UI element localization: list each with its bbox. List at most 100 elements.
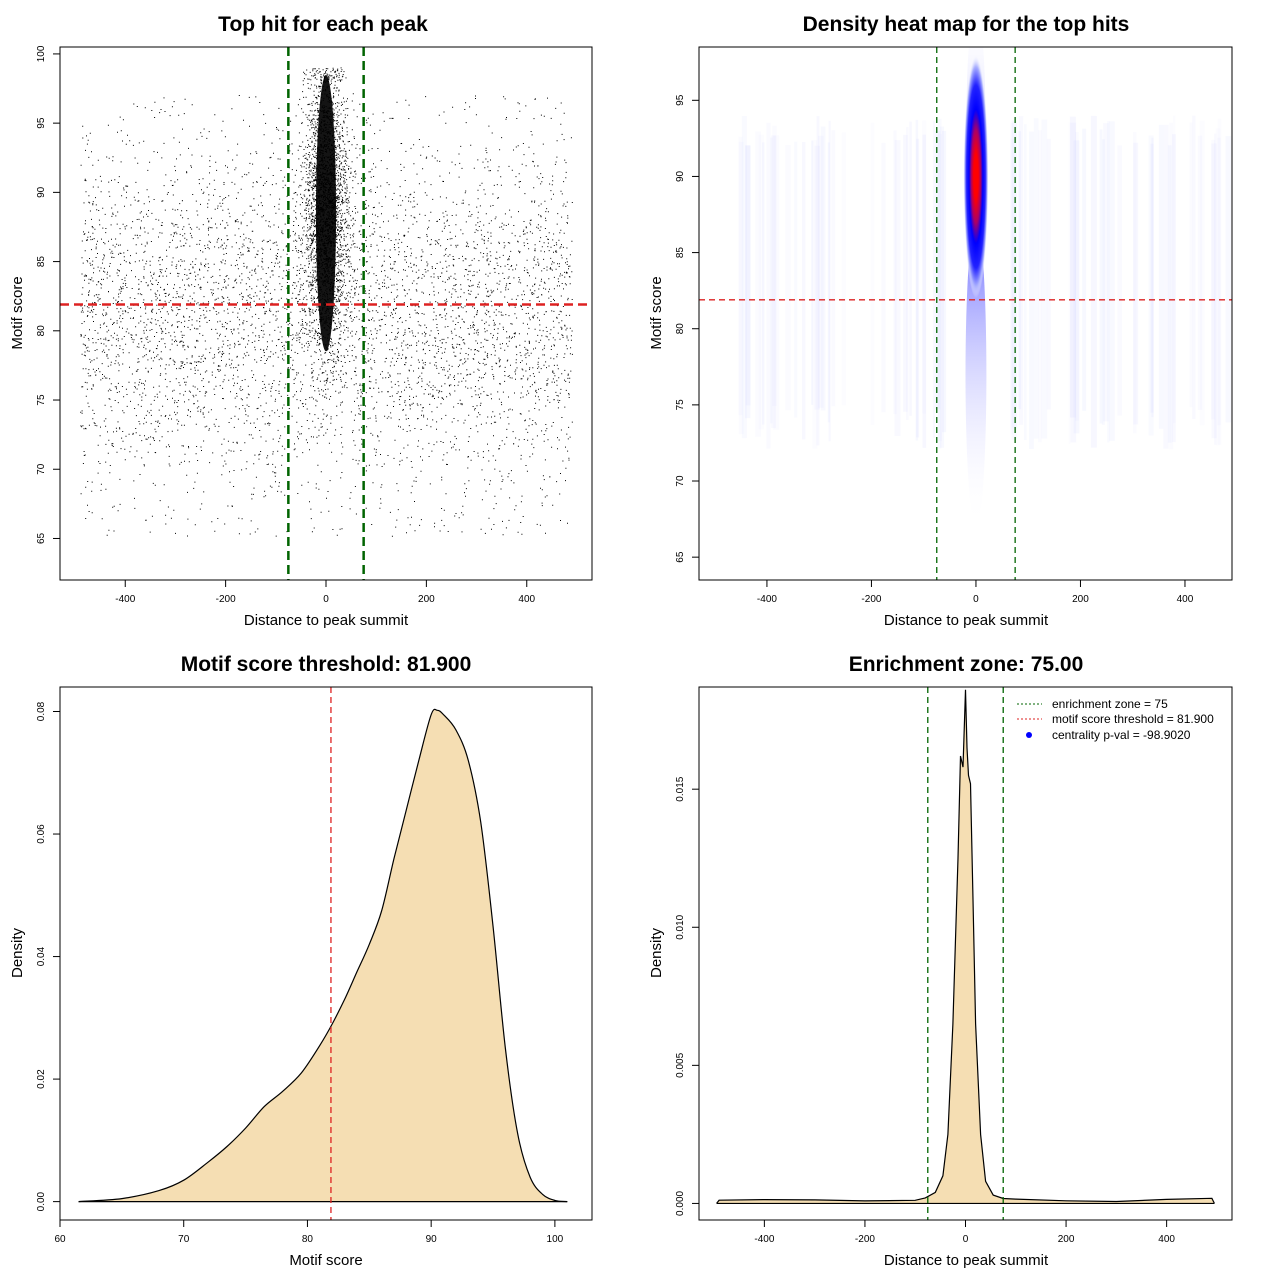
score-density-axes: 60 70 80 90 100 0.00 0.02 0.04 0.06 0.08: [36, 701, 564, 1245]
heatmap-background-cell: [1073, 140, 1080, 434]
heatmap-background-cell: [1103, 123, 1109, 422]
heatmap-background-cell: [909, 121, 912, 416]
distance-density-x-tick-label: -400: [754, 1234, 774, 1245]
heatmap-background-cell: [1192, 115, 1196, 420]
distance-density-axes: -400 -200 0 200 400 0.000 0.005 0.010 0.015: [675, 776, 1175, 1245]
heatmap-background-cell: [1217, 137, 1221, 426]
heatmap-background-cell: [738, 136, 743, 416]
heatmap-background-cell: [1211, 139, 1216, 420]
heatmap-background-cell: [1075, 131, 1079, 421]
score-density-x-tick-label: 60: [54, 1234, 66, 1245]
scatter-y-tick-label: 70: [36, 463, 47, 475]
heatmap-y-tick-label: 75: [675, 399, 686, 411]
heatmap-ylabel: Motif score: [648, 276, 665, 349]
score-density-plot-area: [78, 687, 568, 1220]
legend-threshold-label: motif score threshold = 81.900: [1052, 712, 1214, 726]
heatmap-background-cell: [1158, 124, 1164, 429]
heatmap-y-tick-label: 80: [675, 323, 686, 335]
heatmap-y-tick-label: 70: [675, 475, 686, 487]
heatmap-background-cell: [1011, 122, 1018, 428]
distance-density-x-tick-label: 0: [963, 1234, 969, 1245]
heatmap-background-cell: [1018, 116, 1024, 425]
heatmap-background-cell: [1041, 119, 1048, 439]
heatmap-background-cell: [1018, 131, 1022, 410]
distance-density-legend: enrichment zone = 75 motif score thresho…: [1017, 697, 1214, 742]
legend-pval-label: centrality p-val = -98.9020: [1052, 728, 1191, 742]
heatmap-background-cell: [1150, 143, 1154, 413]
heatmap-background-cell: [828, 120, 831, 442]
distance-density-x-tick-label: 400: [1158, 1234, 1175, 1245]
panel-distance-density: Enrichment zone: 75.00 -400 -200 0 200 400 0.…: [648, 653, 1233, 1269]
score-density-xlabel: Motif score: [289, 1252, 362, 1269]
scatter-y-tick-label: 65: [36, 532, 47, 544]
scatter-xlabel: Distance to peak summit: [244, 612, 409, 629]
heatmap-background-cell: [1148, 135, 1154, 436]
heatmap-background-cell: [1099, 129, 1103, 424]
heatmap-background-cell: [1167, 145, 1172, 443]
heatmap-y-tick-label: 90: [675, 170, 686, 182]
scatter-y-tick-label: 100: [36, 45, 47, 62]
heatmap-hotspot: [963, 54, 989, 299]
heatmap-background-cell: [1133, 142, 1139, 425]
heatmap-background-cell: [1107, 121, 1110, 443]
heatmap-background-cell: [938, 133, 942, 442]
distance-density-title: Enrichment zone: 75.00: [849, 653, 1084, 676]
scatter-axes: -400 -200 0 200 400 65 70 75 80 85 90 95 100: [36, 45, 536, 605]
heatmap-background-cell: [1069, 116, 1076, 418]
heatmap-background-cell: [922, 134, 927, 448]
distance-density-y-tick-label: 0.015: [675, 776, 686, 801]
score-density-y-tick-label: 0.06: [36, 824, 47, 844]
score-density-y-tick-label: 0.04: [36, 946, 47, 966]
heatmap-background-cell: [772, 125, 777, 406]
heatmap-background-cell: [745, 145, 751, 419]
score-density-y-tick-label: 0.02: [36, 1069, 47, 1089]
distance-density-x-tick-label: -200: [855, 1234, 875, 1245]
heatmap-background-cell: [1029, 131, 1034, 449]
heatmap-background-cell: [1070, 122, 1077, 443]
heatmap-background-cell: [1010, 138, 1015, 430]
heatmap-background-cell: [755, 131, 762, 437]
heatmap-background-cell: [1211, 143, 1217, 439]
heatmap-background-cell: [1225, 136, 1232, 423]
score-density-y-tick-label: 0.08: [36, 701, 47, 721]
heatmap-background-cell: [811, 140, 814, 405]
heatmap-background-cell: [1090, 115, 1097, 448]
heatmap-background-cell: [1197, 135, 1203, 410]
score-density-x-tick-label: 100: [547, 1234, 564, 1245]
heatmap-background-cell: [841, 132, 847, 406]
scatter-y-tick-label: 80: [36, 325, 47, 337]
heatmap-background-cell: [937, 118, 942, 449]
heatmap-background-cell: [1173, 115, 1176, 424]
score-density-x-tick-label: 70: [178, 1234, 190, 1245]
heatmap-background-cell: [794, 141, 798, 418]
heatmap-y-tick-label: 65: [675, 551, 686, 563]
legend-pval-marker: [1026, 732, 1032, 738]
heatmap-background-cell: [903, 134, 908, 412]
heatmap-background-cell: [1068, 122, 1071, 444]
heatmap-background-cell: [1033, 118, 1039, 439]
heatmap-background-cell: [934, 130, 941, 410]
heatmap-background-cell: [893, 130, 897, 415]
heatmap-background-cell: [915, 119, 919, 441]
heatmap-background-cell: [1169, 122, 1174, 450]
heatmap-axes: -400 -200 0 200 400 65 70 75 80 85 90 95: [675, 94, 1194, 605]
heatmap-lower-tail: [965, 222, 987, 527]
heatmap-background-cell: [1011, 120, 1017, 440]
heatmap-background-cell: [1163, 124, 1169, 449]
heatmap-background-cell: [801, 142, 806, 440]
heatmap-background-cell: [820, 126, 826, 411]
heatmap-background-cell: [814, 145, 820, 410]
heatmap-background-cell: [827, 142, 830, 423]
distance-density-y-tick-label: 0.000: [675, 1190, 686, 1215]
score-density-curve: [78, 708, 568, 1203]
heatmap-background-cell: [758, 134, 764, 430]
heatmap-background-cell: [818, 135, 824, 408]
heatmap-background-cell: [1217, 118, 1222, 445]
heatmap-background-cell: [941, 130, 947, 433]
heatmap-background-cell: [1214, 133, 1217, 445]
score-density-title: Motif score threshold: 81.900: [181, 653, 472, 676]
distance-density-curve: [716, 689, 1215, 1204]
heatmap-x-tick-label: -200: [861, 594, 881, 605]
heatmap-background-cell: [812, 140, 818, 449]
